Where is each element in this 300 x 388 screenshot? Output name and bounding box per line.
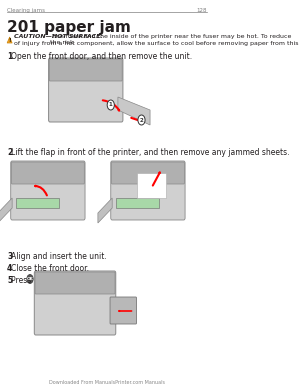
Text: !: ! <box>8 38 11 43</box>
FancyBboxPatch shape <box>111 161 185 220</box>
Text: 3: 3 <box>7 252 12 261</box>
Circle shape <box>27 274 33 284</box>
FancyBboxPatch shape <box>49 58 123 122</box>
FancyArrowPatch shape <box>35 186 47 196</box>
Text: 4: 4 <box>7 264 12 273</box>
FancyArrowPatch shape <box>103 100 119 111</box>
FancyBboxPatch shape <box>34 271 116 335</box>
FancyBboxPatch shape <box>110 297 136 324</box>
Circle shape <box>138 115 145 125</box>
Text: Lift the flap in front of the printer, and then remove any jammed sheets.: Lift the flap in front of the printer, a… <box>11 148 290 157</box>
FancyArrowPatch shape <box>153 173 160 185</box>
Circle shape <box>107 100 114 110</box>
Polygon shape <box>0 198 12 223</box>
Text: OK: OK <box>27 277 33 281</box>
Text: 2: 2 <box>7 148 12 157</box>
Text: Clearing jams: Clearing jams <box>7 8 45 13</box>
FancyArrowPatch shape <box>131 118 142 121</box>
FancyBboxPatch shape <box>11 162 84 184</box>
Polygon shape <box>16 198 59 208</box>
Polygon shape <box>7 37 12 43</box>
FancyBboxPatch shape <box>11 161 85 220</box>
Polygon shape <box>116 198 159 208</box>
Text: of injury from a hot component, allow the surface to cool before removing paper : of injury from a hot component, allow th… <box>14 41 300 46</box>
FancyBboxPatch shape <box>35 272 115 294</box>
Text: CAUTION—HOT SURFACE:: CAUTION—HOT SURFACE: <box>14 34 103 39</box>
Text: 5: 5 <box>7 276 12 285</box>
Polygon shape <box>118 97 150 125</box>
Text: Downloaded From ManualsPrinter.com Manuals: Downloaded From ManualsPrinter.com Manua… <box>49 380 165 385</box>
Text: Open the front door, and then remove the unit.: Open the front door, and then remove the… <box>11 52 193 61</box>
Text: Align and insert the unit.: Align and insert the unit. <box>11 252 107 261</box>
Polygon shape <box>137 173 166 198</box>
Polygon shape <box>98 198 112 223</box>
Text: 2: 2 <box>140 118 143 123</box>
FancyBboxPatch shape <box>49 59 122 81</box>
FancyBboxPatch shape <box>112 162 184 184</box>
Text: The fuser and the inside of the printer near the fuser may be hot. To reduce the: The fuser and the inside of the printer … <box>50 34 291 45</box>
Text: 201 paper jam: 201 paper jam <box>7 20 131 35</box>
Text: 128: 128 <box>197 8 207 13</box>
Text: 1: 1 <box>109 102 112 107</box>
Text: Press: Press <box>11 276 34 285</box>
Text: Close the front door.: Close the front door. <box>11 264 89 273</box>
Text: 1: 1 <box>7 52 12 61</box>
